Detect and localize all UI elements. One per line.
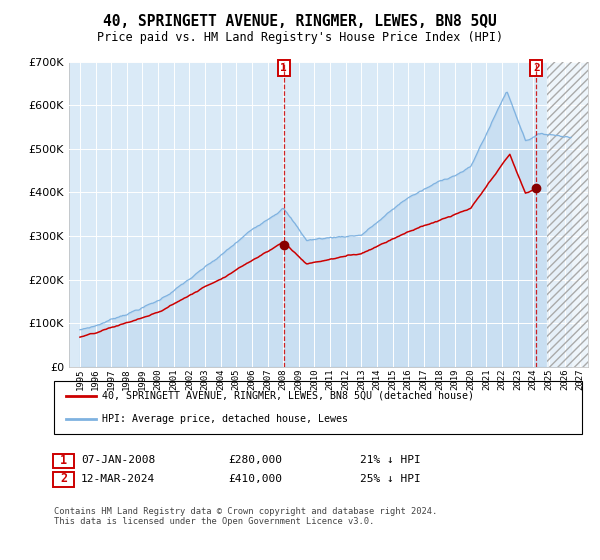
Text: Contains HM Land Registry data © Crown copyright and database right 2024.
This d: Contains HM Land Registry data © Crown c… xyxy=(54,507,437,526)
Text: 25% ↓ HPI: 25% ↓ HPI xyxy=(360,474,421,484)
Text: 12-MAR-2024: 12-MAR-2024 xyxy=(81,474,155,484)
Text: 07-JAN-2008: 07-JAN-2008 xyxy=(81,455,155,465)
Text: 1: 1 xyxy=(280,63,287,73)
Text: HPI: Average price, detached house, Lewes: HPI: Average price, detached house, Lewe… xyxy=(102,414,348,424)
Text: 2: 2 xyxy=(60,472,67,486)
Text: 2: 2 xyxy=(533,63,539,73)
Text: 21% ↓ HPI: 21% ↓ HPI xyxy=(360,455,421,465)
Text: Price paid vs. HM Land Registry's House Price Index (HPI): Price paid vs. HM Land Registry's House … xyxy=(97,31,503,44)
Text: 40, SPRINGETT AVENUE, RINGMER, LEWES, BN8 5QU: 40, SPRINGETT AVENUE, RINGMER, LEWES, BN… xyxy=(103,14,497,29)
Text: 40, SPRINGETT AVENUE, RINGMER, LEWES, BN8 5QU (detached house): 40, SPRINGETT AVENUE, RINGMER, LEWES, BN… xyxy=(102,391,474,401)
Bar xyxy=(547,62,588,367)
Text: £410,000: £410,000 xyxy=(228,474,282,484)
Bar xyxy=(547,62,588,367)
Text: 1: 1 xyxy=(60,454,67,467)
Text: £280,000: £280,000 xyxy=(228,455,282,465)
